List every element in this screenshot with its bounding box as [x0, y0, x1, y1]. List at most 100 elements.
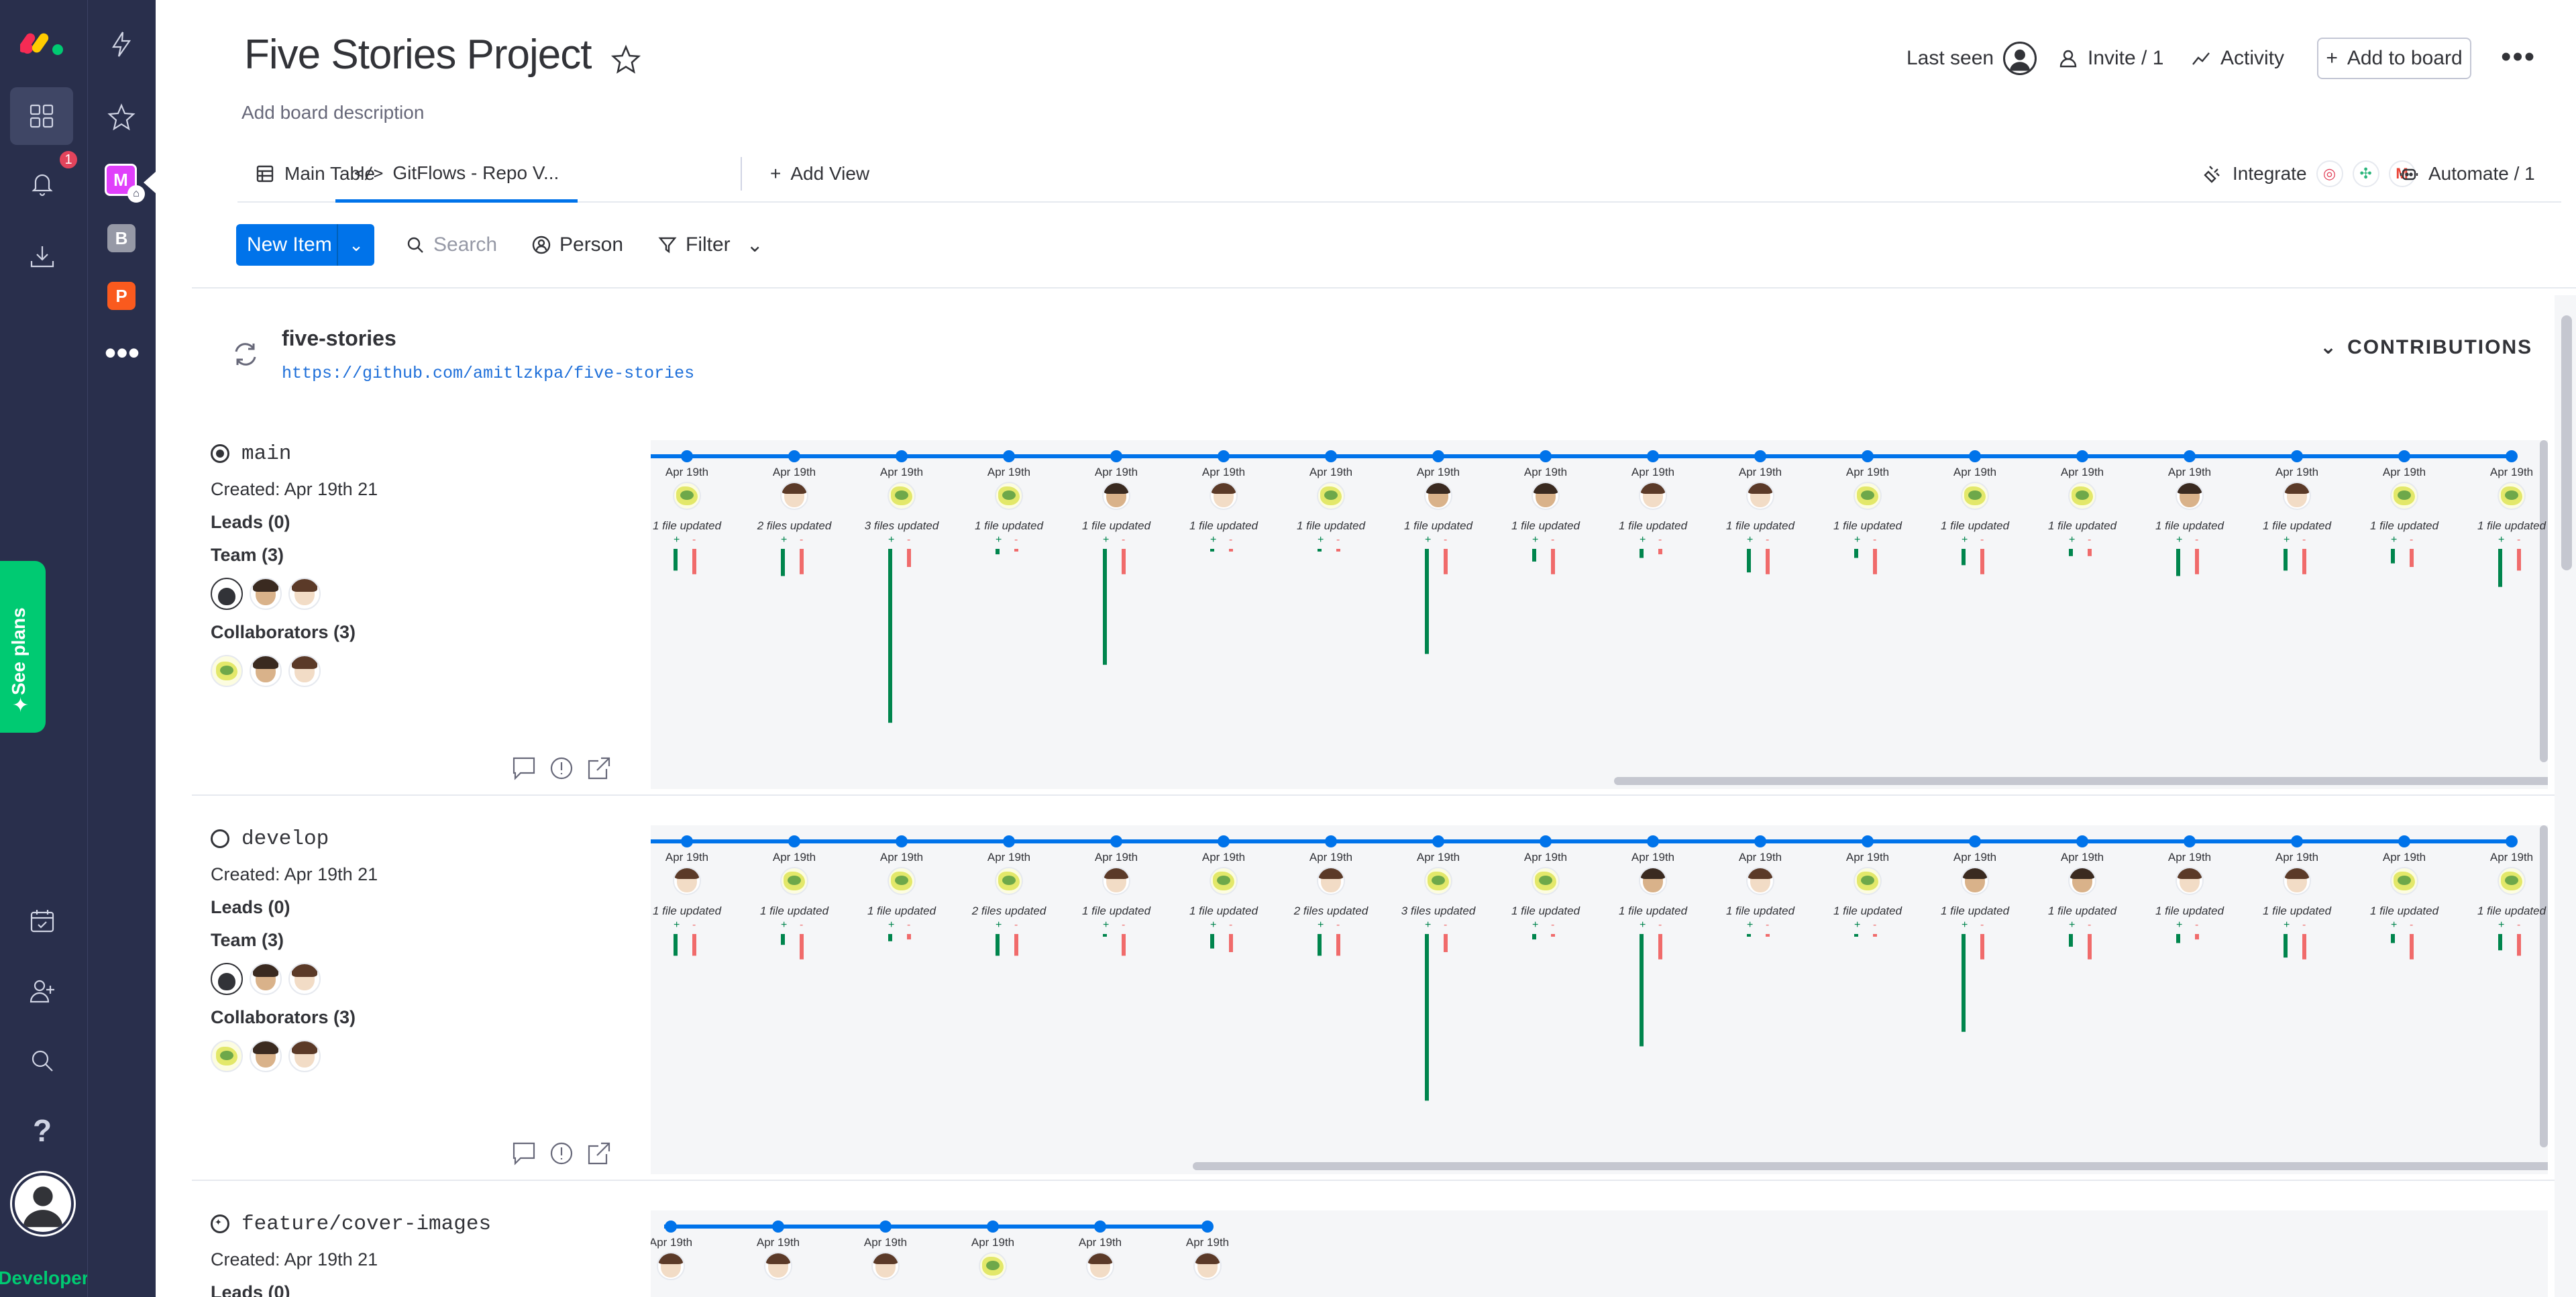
- avatar[interactable]: [211, 655, 243, 687]
- branch-name[interactable]: feature/cover-images: [211, 1210, 613, 1237]
- avatar[interactable]: [250, 578, 282, 610]
- search-input[interactable]: Search: [405, 224, 497, 266]
- repo-url-link[interactable]: https://github.com/amitlzkpa/five-storie…: [282, 364, 695, 383]
- avatar[interactable]: [1532, 867, 1560, 895]
- avatar[interactable]: [1102, 482, 1130, 510]
- avatar[interactable]: [288, 963, 321, 995]
- avatar[interactable]: [211, 578, 243, 610]
- graph-vertical-scrollbar[interactable]: [2540, 825, 2548, 1147]
- person-filter-button[interactable]: Person: [531, 224, 623, 266]
- avatar[interactable]: [2498, 867, 2526, 895]
- avatar[interactable]: [288, 578, 321, 610]
- avatar[interactable]: [1746, 867, 1774, 895]
- graph-horizontal-scrollbar[interactable]: [1614, 777, 2548, 785]
- avatar[interactable]: [1086, 1252, 1114, 1280]
- avatar[interactable]: [673, 482, 701, 510]
- search-icon[interactable]: [20, 1039, 64, 1083]
- more-workspaces-icon[interactable]: •••: [104, 334, 140, 372]
- graph-horizontal-scrollbar[interactable]: [1193, 1162, 2548, 1170]
- avatar[interactable]: [1532, 482, 1560, 510]
- avatar[interactable]: [1961, 482, 1989, 510]
- page-scrollbar[interactable]: [2555, 295, 2576, 1297]
- integrate-button[interactable]: Integrate ◎ ✣ M: [2203, 146, 2416, 201]
- add-to-board-button[interactable]: + Add to board: [2317, 38, 2471, 79]
- avatar[interactable]: [995, 867, 1023, 895]
- avatar[interactable]: [2498, 482, 2526, 510]
- avatar[interactable]: [1639, 482, 1667, 510]
- avatar[interactable]: [780, 867, 808, 895]
- avatar[interactable]: [979, 1252, 1007, 1280]
- activity-button[interactable]: Activity: [2191, 42, 2284, 75]
- page-scroll-thumb[interactable]: [2561, 315, 2572, 570]
- open-external-icon[interactable]: [586, 756, 612, 781]
- favorite-star-icon[interactable]: [609, 43, 643, 76]
- invite-members-icon[interactable]: [20, 969, 64, 1013]
- my-work-calendar-icon[interactable]: [20, 899, 64, 943]
- avatar[interactable]: [211, 963, 243, 995]
- filter-button[interactable]: Filter ⌄: [657, 224, 763, 266]
- avatar[interactable]: [1639, 867, 1667, 895]
- avatar[interactable]: [250, 963, 282, 995]
- avatar[interactable]: [657, 1252, 685, 1280]
- avatar[interactable]: [1210, 482, 1238, 510]
- automate-button[interactable]: Automate / 1: [2399, 146, 2535, 201]
- chevron-down-icon[interactable]: ⌄: [746, 234, 763, 256]
- alert-icon[interactable]: [549, 1141, 574, 1166]
- avatar[interactable]: [1193, 1252, 1222, 1280]
- see-plans-button[interactable]: See plans ✦: [0, 561, 46, 733]
- more-options-icon[interactable]: •••: [2501, 40, 2536, 73]
- avatar[interactable]: [1210, 867, 1238, 895]
- avatar[interactable]: [888, 482, 916, 510]
- branch-name[interactable]: develop: [211, 825, 613, 852]
- avatar[interactable]: [2068, 867, 2096, 895]
- avatar[interactable]: [2390, 867, 2418, 895]
- avatar[interactable]: [1854, 482, 1882, 510]
- open-external-icon[interactable]: [586, 1141, 612, 1166]
- invite-button[interactable]: Invite / 1: [2058, 42, 2163, 75]
- comment-icon[interactable]: [511, 756, 537, 781]
- avatar[interactable]: [250, 655, 282, 687]
- sync-refresh-icon[interactable]: [231, 340, 260, 369]
- favorites-star-icon[interactable]: [101, 97, 142, 137]
- avatar[interactable]: [288, 1040, 321, 1072]
- notifications-bell-icon[interactable]: [20, 161, 64, 205]
- alert-icon[interactable]: [549, 756, 574, 781]
- inbox-download-icon[interactable]: [20, 235, 64, 279]
- tab-main-table[interactable]: Main Table: [255, 146, 375, 201]
- avatar[interactable]: [250, 1040, 282, 1072]
- avatar[interactable]: [1854, 867, 1882, 895]
- tab-gitflows[interactable]: </> GitFlows - Repo V...: [335, 146, 578, 203]
- avatar[interactable]: [288, 655, 321, 687]
- workspace-p-avatar[interactable]: P: [107, 282, 136, 310]
- graph-vertical-scrollbar[interactable]: [2540, 440, 2548, 762]
- avatar[interactable]: [211, 1040, 243, 1072]
- avatar[interactable]: [1961, 867, 1989, 895]
- avatar[interactable]: [780, 482, 808, 510]
- board-title[interactable]: Five Stories Project: [244, 32, 592, 78]
- avatar[interactable]: [2176, 867, 2204, 895]
- avatar[interactable]: [1746, 482, 1774, 510]
- avatar[interactable]: [1317, 482, 1345, 510]
- lightning-icon[interactable]: [101, 24, 142, 64]
- avatar[interactable]: [1102, 867, 1130, 895]
- add-view-button[interactable]: + Add View: [770, 146, 869, 201]
- board-description[interactable]: Add board description: [241, 102, 425, 123]
- avatar[interactable]: [2176, 482, 2204, 510]
- avatar[interactable]: [2283, 482, 2311, 510]
- avatar[interactable]: [1424, 867, 1452, 895]
- contributions-toggle[interactable]: ⌄ CONTRIBUTIONS: [2320, 335, 2532, 359]
- help-icon[interactable]: ?: [32, 1113, 52, 1148]
- workspace-b-avatar[interactable]: B: [107, 224, 136, 252]
- user-avatar[interactable]: [12, 1173, 74, 1235]
- avatar[interactable]: [673, 867, 701, 895]
- last-seen-button[interactable]: Last seen: [1907, 42, 2037, 75]
- chevron-down-icon[interactable]: ⌄: [349, 234, 364, 255]
- comment-icon[interactable]: [511, 1141, 537, 1166]
- branch-name[interactable]: main: [211, 440, 613, 467]
- avatar[interactable]: [1317, 867, 1345, 895]
- new-item-button[interactable]: New Item ⌄: [236, 224, 374, 266]
- workspace-home-icon[interactable]: [10, 87, 73, 145]
- avatar[interactable]: [2390, 482, 2418, 510]
- avatar[interactable]: [871, 1252, 900, 1280]
- avatar[interactable]: [1424, 482, 1452, 510]
